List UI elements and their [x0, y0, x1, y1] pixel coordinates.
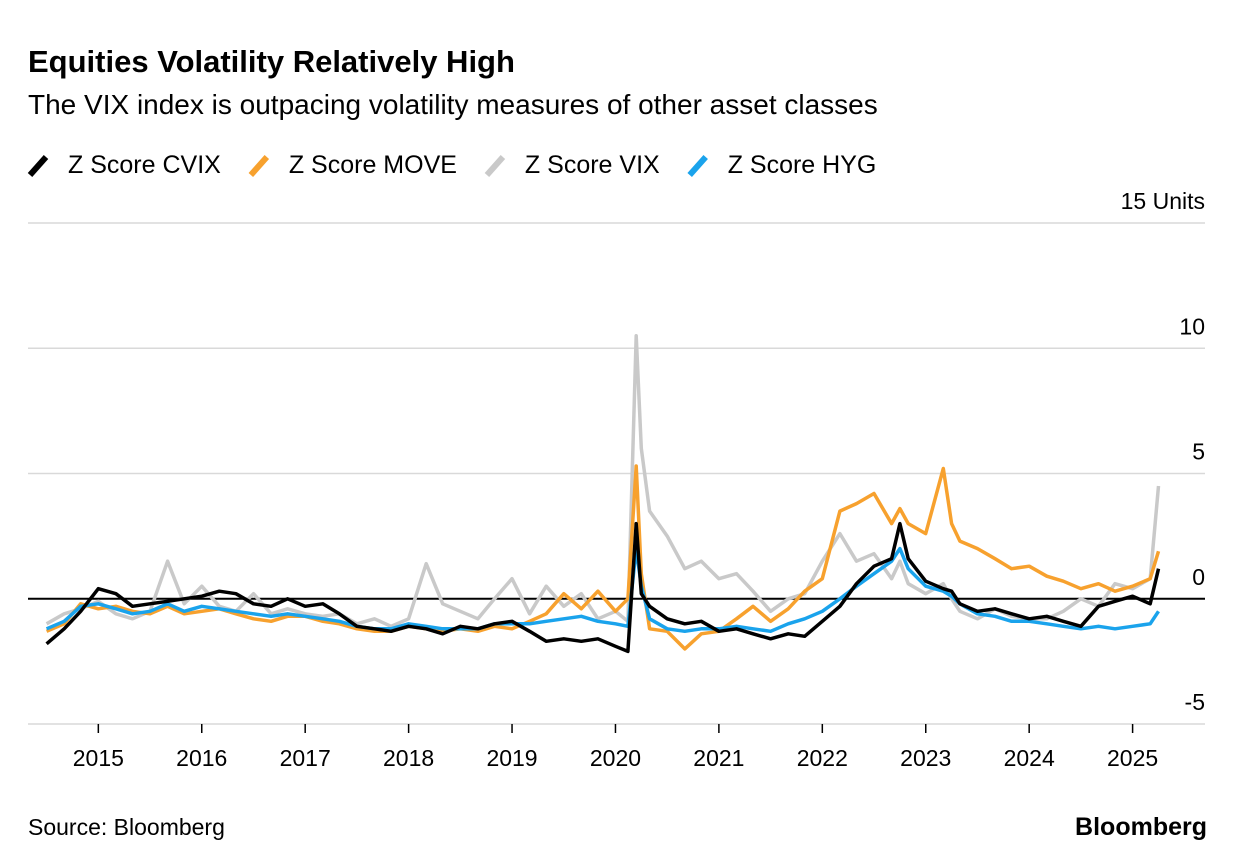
- x-tick-label: 2023: [900, 745, 951, 771]
- chart-title: Equities Volatility Relatively High: [28, 44, 515, 79]
- grid: -5 0 5 10 15 Units: [28, 188, 1205, 725]
- x-tick-label: 2018: [383, 745, 434, 771]
- source: Source: Bloomberg: [28, 814, 225, 840]
- legend: Z Score CVIX Z Score MOVE Z Score VIX Z Sco…: [27, 151, 877, 179]
- y-tick-label: 10: [1179, 313, 1205, 339]
- y-tick-label: -5: [1185, 689, 1205, 715]
- x-tick-label: 2021: [693, 745, 744, 771]
- x-tick-label: 2024: [1004, 745, 1055, 771]
- series-line: [45, 521, 1161, 654]
- legend-swatch: [484, 155, 506, 177]
- chart-subtitle: The VIX index is outpacing volatility me…: [28, 89, 878, 120]
- brand-logo: Bloomberg: [1075, 813, 1207, 841]
- y-tick-label: 5: [1192, 439, 1205, 465]
- y-tick-label: 0: [1192, 564, 1205, 590]
- legend-swatch: [687, 155, 708, 177]
- legend-label: Z Score HYG: [728, 151, 877, 179]
- x-tick-label: 2017: [280, 745, 331, 771]
- plot-area: [45, 333, 1161, 654]
- x-tick-label: 2016: [176, 745, 227, 771]
- x-tick-label: 2015: [73, 745, 124, 771]
- series-line: [45, 464, 1161, 651]
- legend-swatch: [27, 155, 49, 177]
- x-tick-label: 2020: [590, 745, 641, 771]
- x-tick-label: 2019: [486, 745, 537, 771]
- x-tick-label: 2022: [797, 745, 848, 771]
- legend-label: Z Score VIX: [525, 151, 660, 179]
- x-axis: 2015 2016 2017 2018 2019 2020 2021 2022 2023 2024…: [73, 724, 1158, 771]
- x-tick-label: 2025: [1107, 745, 1158, 771]
- series-line: [45, 333, 1161, 629]
- y-tick-label: 15 Units: [1121, 188, 1205, 214]
- legend-label: Z Score MOVE: [289, 151, 457, 179]
- series-line: [45, 546, 1160, 634]
- legend-label: Z Score CVIX: [68, 151, 221, 179]
- legend-swatch: [248, 155, 270, 177]
